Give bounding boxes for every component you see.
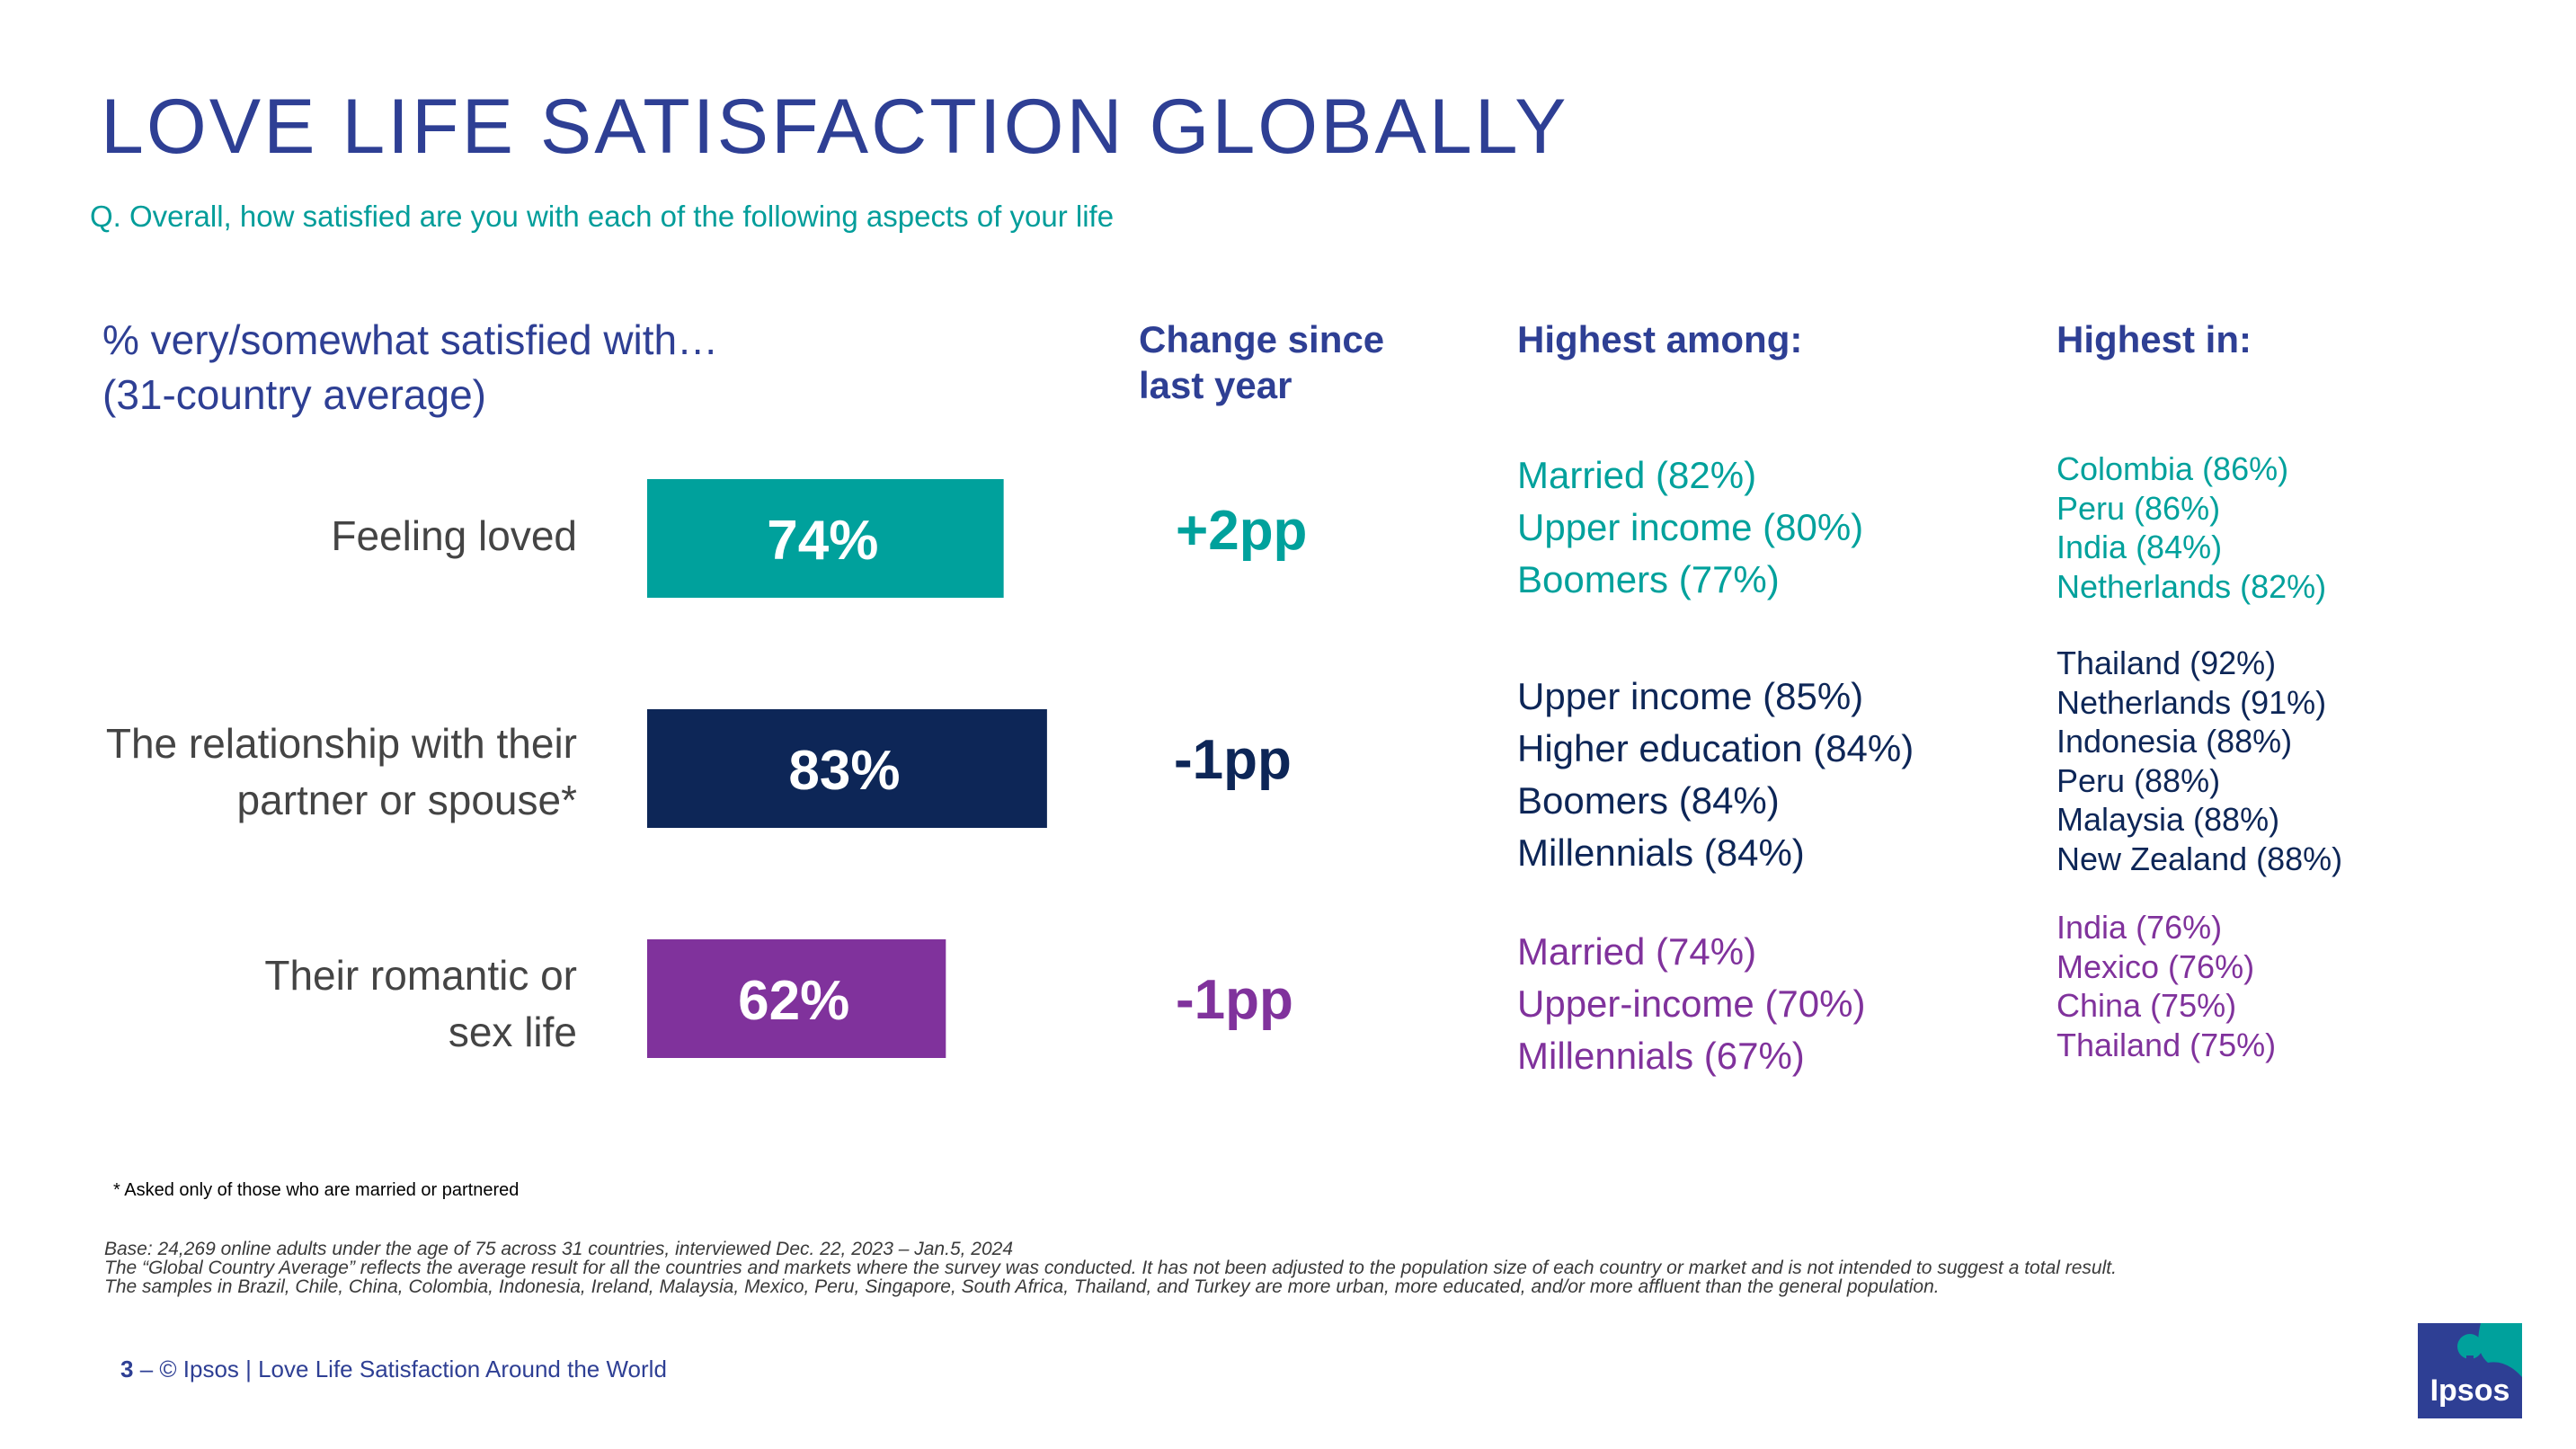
highest-among-item: Married (74%) [1517, 930, 1757, 973]
survey-question: Q. Overall, how satisfied are you with e… [90, 200, 1115, 233]
highest-among-partner-relationship: Upper income (85%) Higher education (84%… [1517, 671, 1914, 879]
footer-text: – © Ipsos | Love Life Satisfaction Aroun… [133, 1356, 667, 1382]
highest-among-feeling-loved: Married (82%) Upper income (80%) Boomers… [1517, 449, 1863, 606]
ipsos-logo [2418, 1323, 2522, 1418]
highest-among-romantic-sex-life: Married (74%) Upper-income (70%) Millenn… [1517, 926, 1865, 1082]
category-label-partner-relationship: The relationship with their partner or s… [106, 716, 577, 829]
highest-in-item: India (84%) [2056, 529, 2223, 565]
column-header-change: Change since last year [1139, 316, 1384, 408]
category-label-feeling-loved: Feeling loved [331, 508, 577, 564]
highest-in-item: Peru (88%) [2056, 761, 2221, 799]
highest-among-item: Upper income (85%) [1517, 675, 1864, 717]
base-note: Base: 24,269 online adults under the age… [104, 1240, 2117, 1296]
page-number: 3 [120, 1356, 134, 1382]
column-header-change-line2: last year [1139, 364, 1292, 406]
highest-in-item: Mexico (76%) [2056, 947, 2255, 985]
footnote: * Asked only of those who are married or… [113, 1180, 520, 1200]
bar-value-label-feeling-loved: 74% [767, 510, 878, 572]
ipsos-logo-text: Ipsos [2429, 1373, 2510, 1408]
chart-subheading: % very/somewhat satisfied with… (31-coun… [102, 313, 718, 422]
highest-in-item: Netherlands (91%) [2056, 683, 2327, 721]
highest-among-item: Married (82%) [1517, 454, 1757, 496]
base-note-line: Base: 24,269 online adults under the age… [104, 1239, 1014, 1259]
base-note-line: The samples in Brazil, Chile, China, Col… [104, 1276, 1940, 1297]
highest-among-item: Boomers (77%) [1517, 558, 1780, 600]
highest-in-item: Peru (86%) [2056, 489, 2221, 527]
highest-in-item: Colombia (86%) [2056, 450, 2289, 487]
highest-among-item: Millennials (84%) [1517, 831, 1805, 874]
base-note-line: The “Global Country Average” reflects th… [104, 1258, 2117, 1278]
highest-in-feeling-loved: Colombia (86%) Peru (86%) India (84%) Ne… [2056, 449, 2326, 606]
highest-among-item: Millennials (67%) [1517, 1035, 1805, 1077]
bar-value-label-partner-relationship: 83% [788, 740, 900, 802]
highest-in-item: India (76%) [2056, 909, 2223, 946]
highest-in-item: Thailand (75%) [2056, 1026, 2277, 1063]
bar-value-label-romantic-sex-life: 62% [738, 970, 849, 1032]
highest-in-item: Indonesia (88%) [2056, 723, 2293, 760]
highest-in-item: Malaysia (88%) [2056, 801, 2280, 838]
bar-partner-relationship [647, 709, 1047, 828]
highest-in-item: Netherlands (82%) [2056, 567, 2327, 605]
bar-feeling-loved [647, 479, 1004, 598]
highest-in-item: Thailand (92%) [2056, 644, 2277, 681]
highest-among-item: Boomers (84%) [1517, 779, 1780, 822]
category-label-line: Their romantic or [264, 952, 577, 999]
change-value-feeling-loved: +2pp [1176, 500, 1308, 562]
category-label-line: sex life [448, 1009, 577, 1055]
change-value-romantic-sex-life: -1pp [1176, 969, 1293, 1031]
highest-in-romantic-sex-life: India (76%) Mexico (76%) China (75%) Tha… [2056, 908, 2276, 1064]
category-label-romantic-sex-life: Their romantic or sex life [264, 947, 577, 1061]
subhead-line1: % very/somewhat satisfied with… [102, 316, 719, 363]
highest-among-item: Higher education (84%) [1517, 727, 1914, 769]
category-label-line: Feeling loved [331, 512, 577, 559]
column-header-highest-in: Highest in: [2056, 318, 2252, 360]
highest-in-item: China (75%) [2056, 987, 2237, 1024]
subhead-line2: (31-country average) [102, 371, 486, 418]
highest-among-item: Upper income (80%) [1517, 506, 1864, 548]
bar-romantic-sex-life [647, 939, 946, 1058]
category-label-line: partner or spouse* [236, 777, 577, 823]
change-value-partner-relationship: -1pp [1174, 729, 1292, 791]
category-label-line: The relationship with their [105, 720, 577, 767]
page-footer: 3 – © Ipsos | Love Life Satisfaction Aro… [120, 1356, 667, 1383]
column-header-change-line1: Change since [1139, 318, 1385, 360]
highest-among-item: Upper-income (70%) [1517, 982, 1866, 1025]
highest-in-partner-relationship: Thailand (92%) Netherlands (91%) Indones… [2056, 644, 2342, 878]
column-header-highest-among: Highest among: [1517, 318, 1803, 360]
highest-in-item: New Zealand (88%) [2056, 840, 2343, 877]
page-title: LOVE LIFE SATISFACTION GLOBALLY [101, 84, 1569, 170]
